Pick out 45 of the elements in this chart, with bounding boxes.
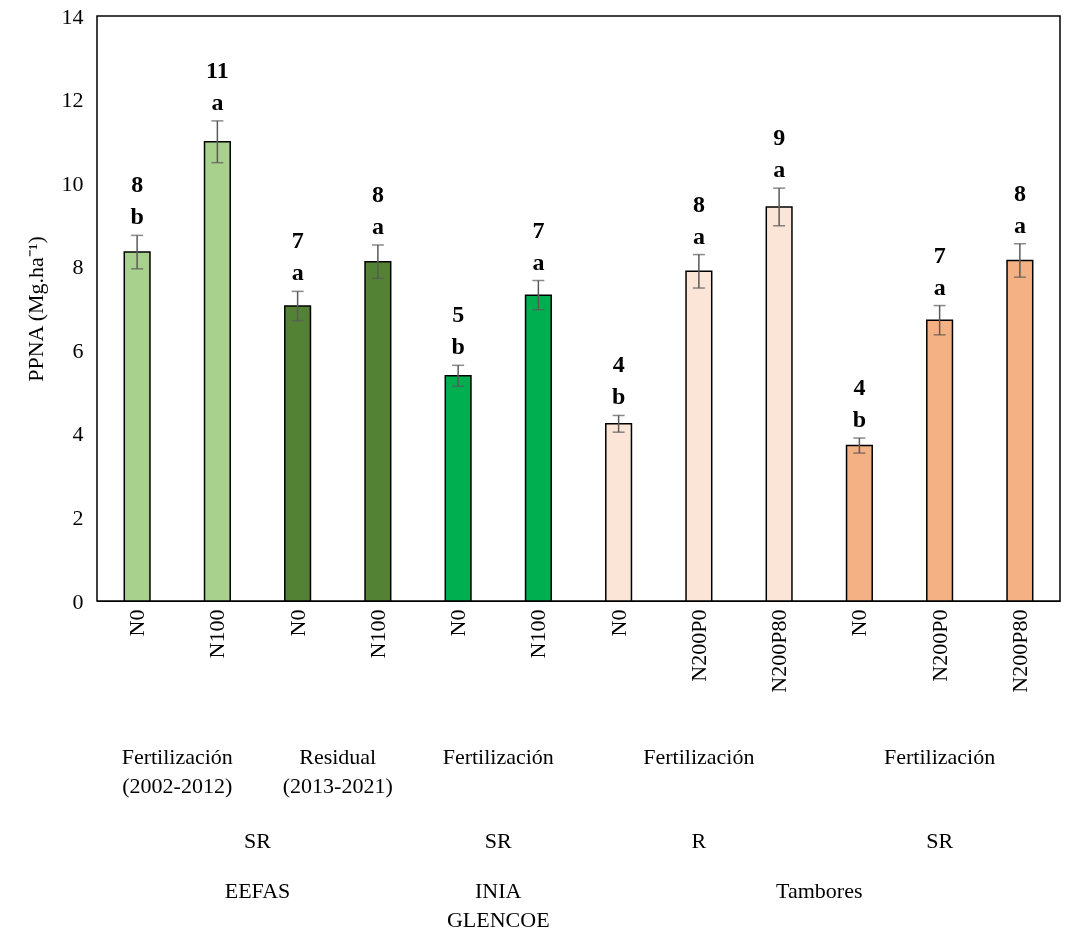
data-label: 4 b	[611, 351, 626, 410]
x-tick-label: N0	[605, 609, 631, 637]
data-label: 8 a	[692, 190, 705, 249]
x-tick-label: N200P0	[685, 609, 711, 682]
x-tick-label: N0	[124, 609, 150, 637]
text: SR	[926, 827, 954, 855]
text: Fertilización	[442, 743, 554, 771]
y-tick-label: 10	[61, 170, 84, 196]
data-label: 8 a	[371, 180, 384, 239]
x-tick-label: N0	[846, 609, 872, 637]
data-label: 7 a	[532, 216, 545, 275]
y-tick-label: 14	[61, 3, 84, 29]
text: SR	[484, 827, 512, 855]
data-label: 11 a	[206, 56, 229, 115]
data-label: 5 b	[451, 301, 465, 360]
text: SR	[244, 827, 271, 855]
text: Residual (2013-2021)	[282, 743, 393, 800]
text: EEFAS	[224, 877, 291, 905]
x-tick-label: N100	[204, 609, 230, 659]
y-tick-label: 8	[72, 254, 84, 280]
y-tick-label: 6	[72, 337, 84, 363]
text: R	[691, 827, 707, 855]
y-axis-title: PPNA (Mg.ha⁻¹)	[22, 236, 48, 382]
text: Tambores	[776, 877, 863, 905]
x-tick-label: N0	[445, 609, 471, 637]
text: Fertilización	[884, 743, 996, 771]
y-tick-label: 0	[72, 588, 84, 614]
x-tick-label: N0	[284, 609, 310, 637]
y-tick-label: 12	[61, 87, 84, 113]
x-tick-label: N200P80	[766, 609, 792, 693]
data-label: 8 b	[130, 171, 144, 230]
y-tick-label: 4	[72, 421, 84, 447]
x-tick-label: N200P0	[926, 609, 952, 682]
data-label: 7 a	[291, 227, 304, 286]
x-tick-label: N100	[364, 609, 390, 659]
text: INIA GLENCOE	[446, 877, 550, 934]
data-label: 9 a	[773, 124, 786, 183]
data-label: 7 a	[933, 241, 946, 300]
x-tick-label: N100	[525, 609, 551, 659]
text: Fertilización	[643, 743, 755, 771]
x-tick-label: N200P80	[1006, 609, 1032, 693]
y-tick-label: 2	[72, 504, 84, 530]
text: Fertilización (2002-2012)	[121, 743, 233, 800]
data-label: 8 a	[1013, 179, 1026, 238]
data-label: 4 b	[852, 374, 867, 433]
